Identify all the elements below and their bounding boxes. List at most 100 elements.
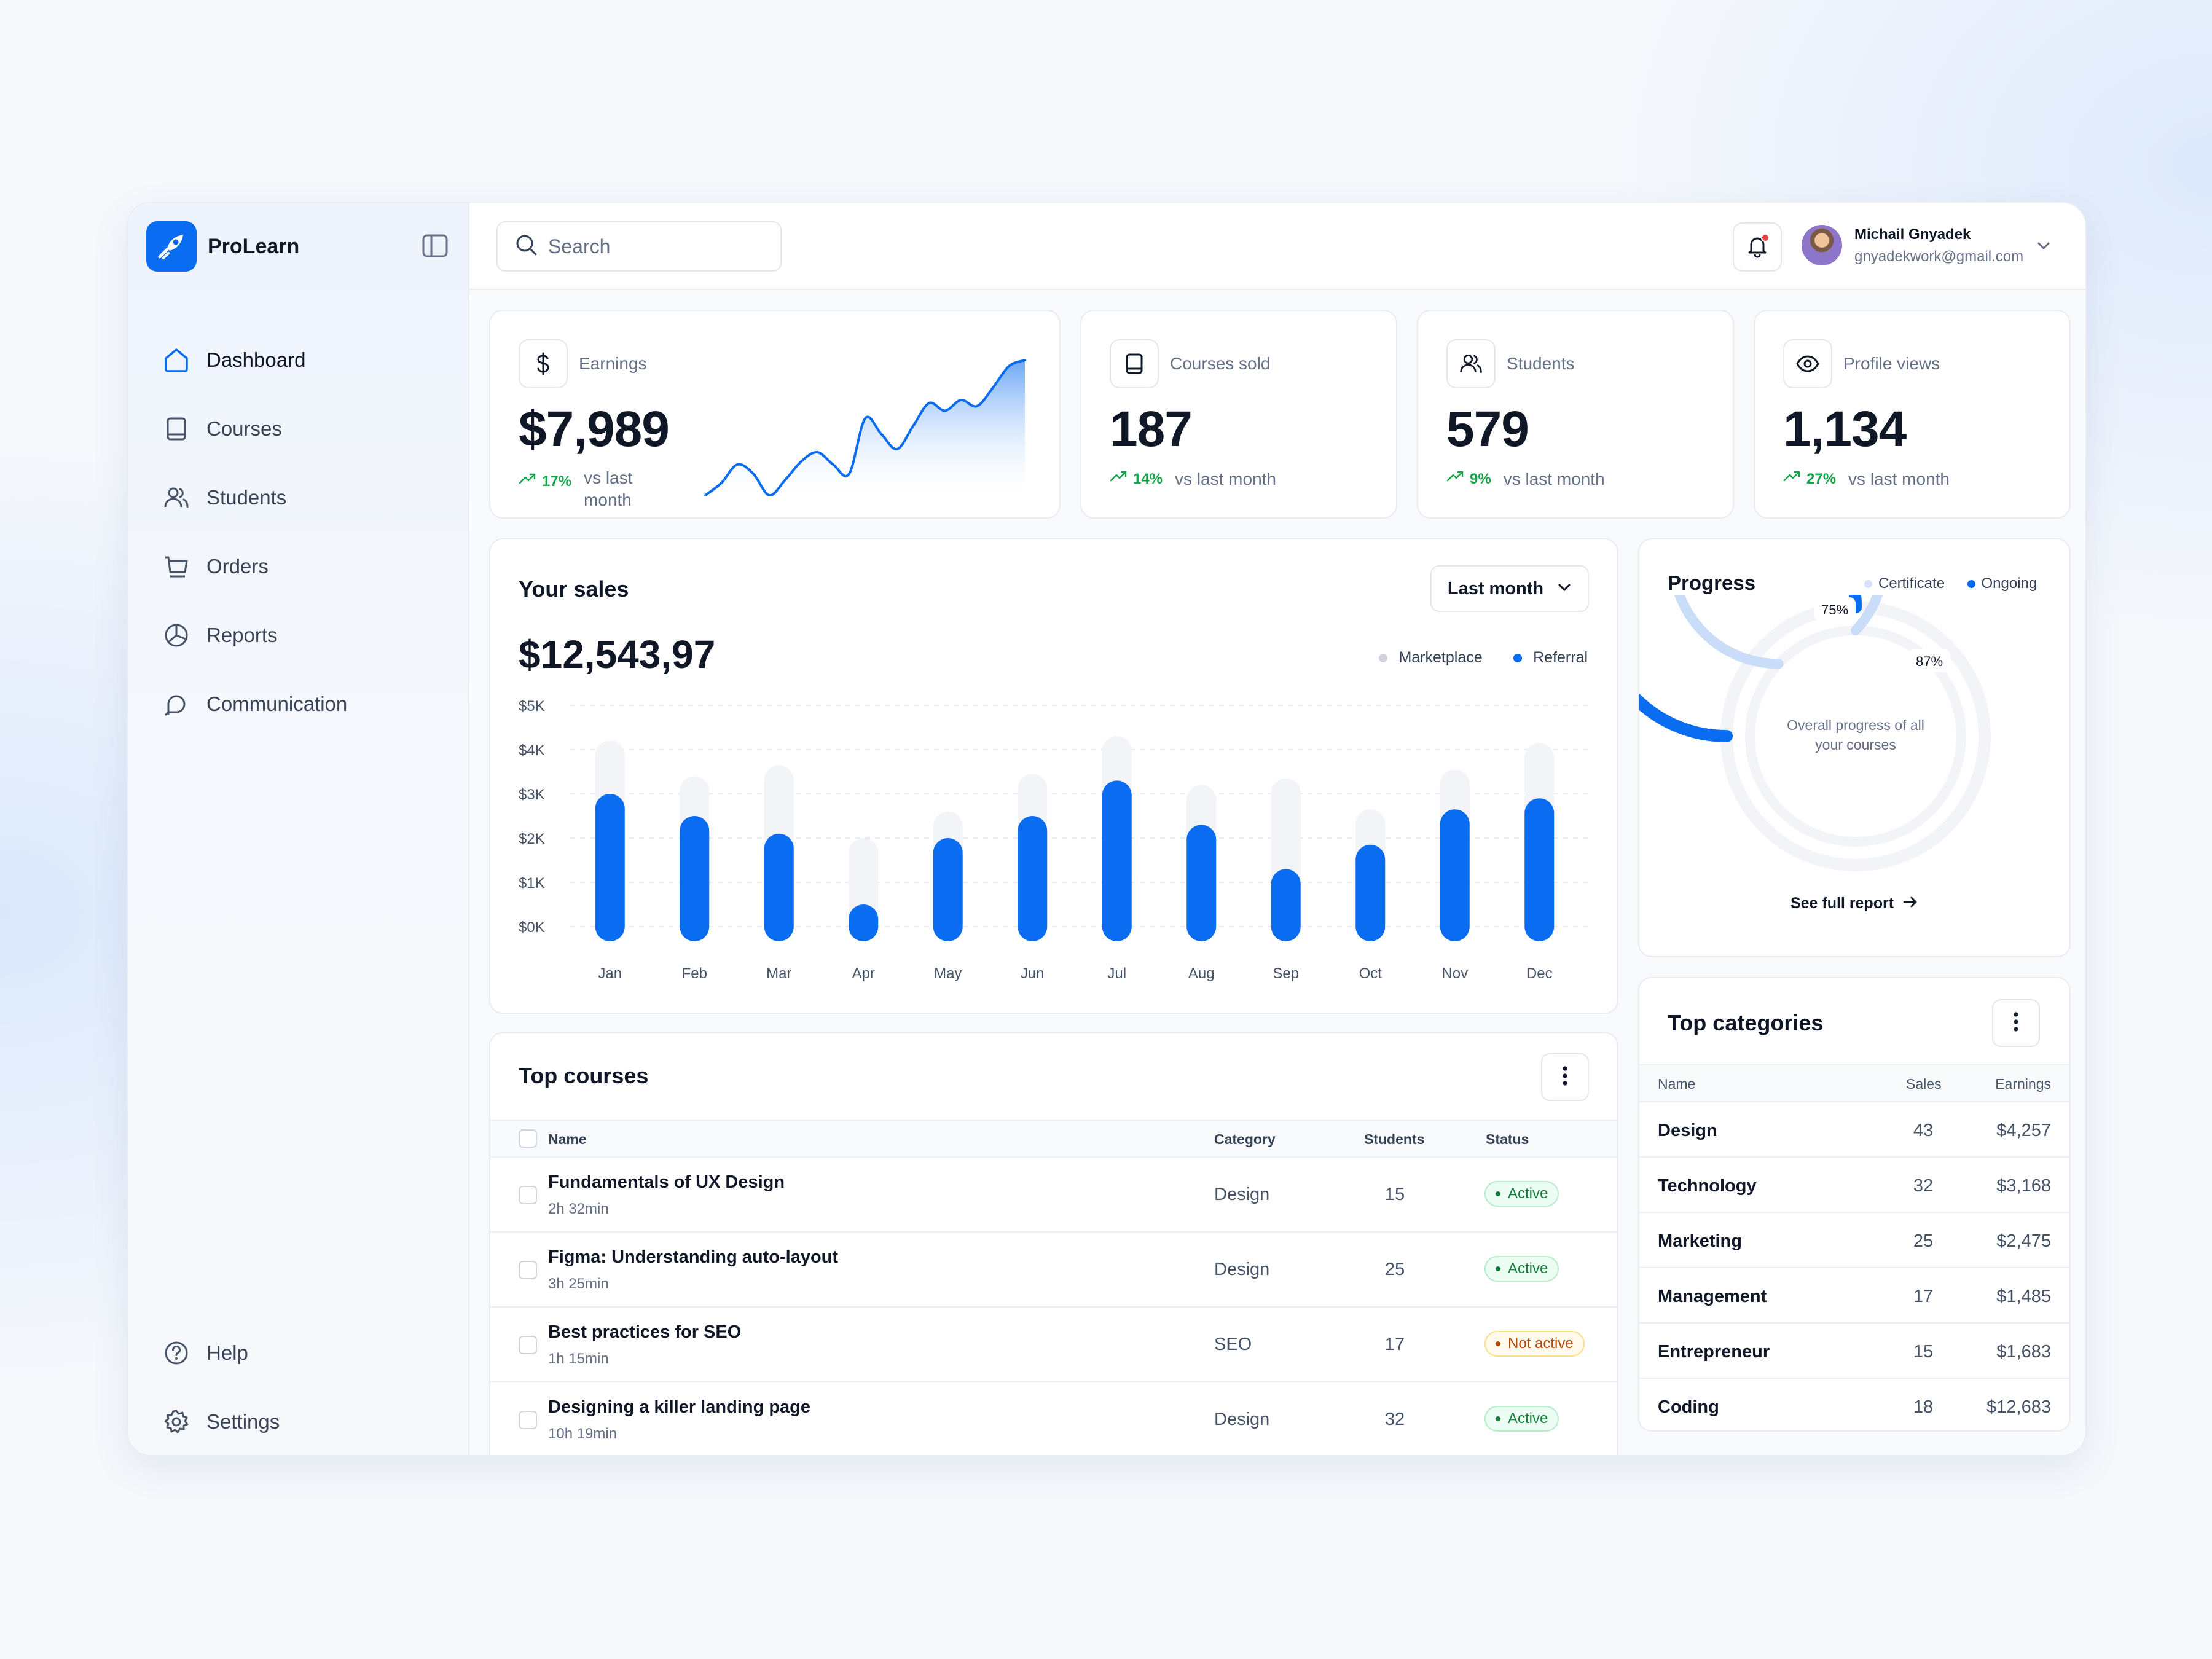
sidebar-item-orders[interactable]: Orders [162,532,347,601]
donut-label-ongoing: 75% [1814,597,1856,621]
col-status: Status [1486,1131,1529,1147]
category-sales: 18 [1913,1397,1934,1417]
category-name: Marketing [1658,1231,1742,1251]
see-full-report-label: See full report [1790,895,1894,912]
bell-icon [1745,233,1770,261]
chat-icon [162,690,190,718]
period-select[interactable]: Last month [1430,565,1589,612]
sidebar-nav: Dashboard Courses Students Orders [162,326,347,739]
topbar: Search Michail Gnyadek gnyadekwork@gmail… [469,203,2085,290]
sidebar-item-help[interactable]: Help [162,1319,280,1387]
x-tick-label: Feb [682,965,707,982]
progress-title: Progress [1668,571,1756,594]
gear-icon [162,1408,190,1436]
legend-ongoing: Ongoing [1967,575,2037,592]
categories-list: Design 43 $4,257 Technology 32 $3,168 Ma… [1639,1102,2069,1430]
legend-certificate: Certificate [1864,575,1945,592]
trend-caption: vs last month [584,468,633,509]
home-icon [162,346,190,374]
progress-card: Progress Certificate Ongoing 75% 87% Overa… [1638,538,2071,957]
earnings-sparkline [704,359,1026,501]
brand[interactable]: ProLearn [146,221,299,272]
stat-label: Profile views [1843,354,1940,373]
col-earnings: Earnings [1995,1076,2051,1092]
cart-icon [162,552,190,581]
table-row[interactable]: Designing a killer landing page 10h 19mi… [490,1382,1617,1455]
bar-referral [933,838,963,941]
table-row[interactable]: Coding 18 $12,683 [1639,1379,2069,1430]
select-all-checkbox[interactable] [519,1129,537,1148]
table-row[interactable]: Best practices for SEO 1h 15min SEO 17 N… [490,1308,1617,1382]
table-row[interactable]: Technology 32 $3,168 [1639,1158,2069,1213]
bar-referral [1018,816,1048,941]
sidebar-item-courses[interactable]: Courses [162,394,347,463]
stat-trend: 9% vs last month [1446,469,1605,489]
status-badge: Not active [1484,1331,1585,1357]
more-vertical-icon [1562,1065,1568,1089]
status-badge: Active [1484,1256,1559,1282]
table-row[interactable]: Design 43 $4,257 [1639,1102,2069,1158]
stat-value: 579 [1446,401,1529,457]
row-checkbox[interactable] [519,1261,537,1279]
sidebar-item-label: Dashboard [206,348,306,371]
table-row[interactable]: Fundamentals of UX Design 2h 32min Desig… [490,1158,1617,1233]
row-checkbox[interactable] [519,1186,537,1204]
user-info[interactable]: Michail Gnyadek gnyadekwork@gmail.com [1854,226,2023,265]
svg-text:87%: 87% [1916,654,1943,669]
category-earnings: $4,257 [1996,1121,2051,1140]
table-row[interactable]: Management 17 $1,485 [1639,1268,2069,1324]
category-earnings: $2,475 [1996,1231,2051,1251]
see-full-report-link[interactable]: See full report [1639,895,2069,912]
y-tick-label: $2K [519,831,545,847]
stat-trend: 14% vs last month [1110,469,1276,489]
notification-badge [1761,233,1770,242]
stat-trend: 27% vs last month [1783,469,1950,489]
table-row[interactable]: Entrepreneur 15 $1,683 [1639,1324,2069,1379]
sidebar-item-label: Communication [206,692,348,715]
sidebar-item-communication[interactable]: Communication [162,670,347,739]
table-row[interactable]: Marketing 25 $2,475 [1639,1213,2069,1268]
user-name: Michail Gnyadek [1854,226,1971,243]
x-tick-label: Oct [1359,965,1382,982]
sales-bar-chart: $5K $4K $3K $2K $1K $0K Jan Feb Mar Apr May Jun Jul A… [519,698,1590,982]
sidebar-item-label: Reports [206,624,278,646]
avatar[interactable] [1802,225,1842,265]
sidebar-item-settings[interactable]: Settings [162,1387,280,1455]
book-icon [1110,339,1159,388]
chevron-down-icon[interactable] [2036,241,2051,254]
bar-referral [764,833,794,941]
brand-name: ProLearn [208,234,300,258]
sidebar-item-reports[interactable]: Reports [162,601,347,670]
sidebar-item-dashboard[interactable]: Dashboard [162,326,347,394]
notifications-button[interactable] [1733,222,1782,272]
top-categories-card: Top categories Name Sales Earnings Desig… [1638,977,2071,1432]
search-input[interactable]: Search [496,221,782,272]
top-categories-more-button[interactable] [1992,999,2040,1047]
course-duration: 1h 15min [548,1351,609,1367]
col-sales: Sales [1906,1076,1942,1092]
sidebar: ProLearn Dashboard Courses [128,203,469,1455]
sidebar-item-label: Orders [206,555,269,578]
category-sales: 17 [1913,1287,1934,1306]
row-checkbox[interactable] [519,1411,537,1429]
help-icon [162,1339,190,1367]
x-tick-label: Nov [1441,965,1468,982]
prolearn-logo-icon [146,221,197,272]
course-name: Fundamentals of UX Design [548,1172,785,1192]
stat-value: 1,134 [1783,401,1907,457]
stat-value: 187 [1110,401,1193,457]
category-name: Design [1658,1121,1717,1140]
sidebar-collapse-icon[interactable] [422,233,449,258]
table-row[interactable]: Figma: Understanding auto-layout 3h 25mi… [490,1233,1617,1308]
pie-chart-icon [162,621,190,649]
dollar-icon [519,339,568,388]
category-earnings: $1,683 [1996,1342,2051,1362]
top-courses-more-button[interactable] [1541,1053,1589,1101]
row-checkbox[interactable] [519,1336,537,1354]
legend-marketplace: Marketplace [1379,649,1483,667]
x-tick-label: Sep [1273,965,1299,982]
sidebar-item-students[interactable]: Students [162,463,347,532]
trend-percent: 17% [542,473,572,490]
legend-referral: Referral [1513,649,1588,667]
category-earnings: $3,168 [1996,1176,2051,1196]
